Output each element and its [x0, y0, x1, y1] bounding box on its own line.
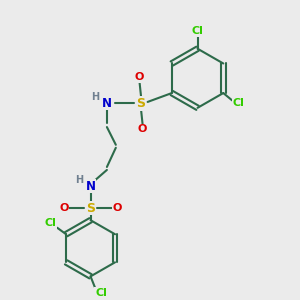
- Text: O: O: [112, 203, 122, 213]
- Text: O: O: [138, 124, 147, 134]
- Text: O: O: [59, 203, 68, 213]
- Text: Cl: Cl: [45, 218, 57, 228]
- Text: N: N: [85, 180, 96, 193]
- Text: S: S: [136, 97, 146, 110]
- Text: N: N: [102, 97, 112, 110]
- Text: O: O: [135, 72, 144, 82]
- Text: S: S: [86, 202, 95, 215]
- Text: Cl: Cl: [192, 26, 203, 36]
- Text: Cl: Cl: [95, 288, 107, 298]
- Text: Cl: Cl: [232, 98, 244, 108]
- Text: H: H: [92, 92, 100, 103]
- Text: H: H: [75, 175, 83, 185]
